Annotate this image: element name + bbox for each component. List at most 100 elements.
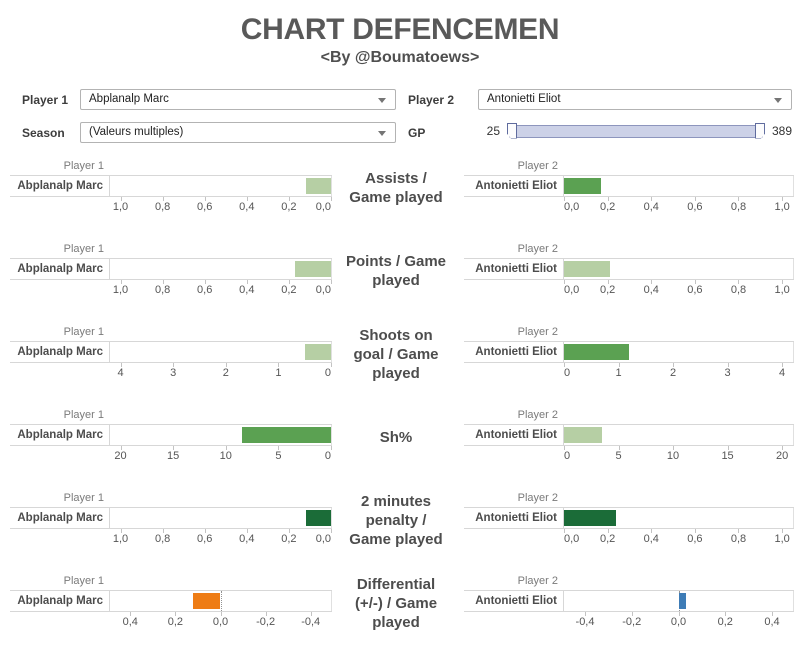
axis-tick-label: 0,0 xyxy=(670,616,687,628)
chart-column-header: Player 2 xyxy=(517,575,558,587)
chart-band: Antonietti Eliot xyxy=(464,258,794,280)
filters-panel: Player 1 Abplanalp Marc Player 2 Antonie… xyxy=(0,89,800,143)
chart-bar[interactable] xyxy=(564,427,603,443)
chart-bar[interactable] xyxy=(678,593,686,609)
axis-tick-label: -0,4 xyxy=(575,616,595,628)
gp-slider-handle-min[interactable] xyxy=(507,122,517,139)
chart-x-axis: 0 1 2 3 4 xyxy=(564,363,793,380)
axis-tick xyxy=(694,280,696,284)
axis-tick xyxy=(265,612,267,616)
axis-tick-label: 0,2 xyxy=(717,616,733,628)
axis-tick xyxy=(607,529,609,533)
metric-label-line: played xyxy=(372,272,420,289)
chart-plot-area xyxy=(564,342,794,362)
chart-row-label: Antonietti Eliot xyxy=(464,591,564,611)
chart-column-header: Player 2 xyxy=(517,492,558,504)
axis-tick xyxy=(175,612,177,616)
axis-tick-label: 0,8 xyxy=(730,284,747,296)
chart-bar[interactable] xyxy=(305,510,331,526)
axis-tick-label: 0,8 xyxy=(154,201,171,213)
axis-tick-label: -0,4 xyxy=(301,616,321,628)
chart-bar[interactable] xyxy=(564,344,630,360)
gp-slider-handle-max[interactable] xyxy=(754,122,765,139)
axis-tick xyxy=(607,280,609,284)
chart-column-header: Player 1 xyxy=(63,409,104,421)
axis-tick-label: 1 xyxy=(275,367,282,379)
chart-row-sh: Player 1 Abplanalp Marc 20 15 10 5 0 Sh% Player … xyxy=(0,409,800,492)
chart-points-game-played-player-1: Player 1 Abplanalp Marc 1,0 0,8 0,6 0,4 0,2 0,0 xyxy=(10,243,332,297)
chart-bar[interactable] xyxy=(564,510,617,526)
metric-label-assists-game-played: Assists / Game played xyxy=(332,160,460,216)
axis-tick-label: 0,0 xyxy=(564,201,580,213)
axis-tick-label: 1,0 xyxy=(774,533,790,545)
axis-tick-label: 4 xyxy=(779,367,786,379)
axis-tick xyxy=(130,612,132,616)
season-label: Season xyxy=(22,126,65,140)
axis-tick xyxy=(331,529,332,533)
axis-tick-label: 0,8 xyxy=(154,284,171,296)
axis-tick xyxy=(651,197,653,201)
chart-points-game-played-player-2: Player 2 Antonietti Eliot 0,0 0,2 0,4 0,6 0,8 1… xyxy=(464,243,794,297)
axis-tick-label: 0,6 xyxy=(197,533,213,545)
metric-label-line: penalty / xyxy=(365,511,427,529)
axis-tick xyxy=(120,363,122,367)
axis-tick-label: 0,4 xyxy=(764,616,780,628)
axis-tick-label: 0,4 xyxy=(239,201,255,213)
axis-tick-label: 1 xyxy=(615,367,622,379)
chart-bar[interactable] xyxy=(295,261,331,277)
chart-plot-area xyxy=(110,508,332,528)
axis-tick xyxy=(204,529,206,533)
chart-x-axis: -0,4 -0,2 0,0 0,2 0,4 xyxy=(564,612,793,629)
chart-x-axis: 1,0 0,8 0,6 0,4 0,2 0,0 xyxy=(110,197,332,214)
axis-tick-label: -0,2 xyxy=(622,616,642,628)
axis-tick xyxy=(246,197,248,201)
axis-tick xyxy=(738,280,740,284)
chart-x-axis: 0,0 0,2 0,4 0,6 0,8 1,0 xyxy=(564,280,793,297)
season-dropdown-value: (Valeurs multiples) xyxy=(89,126,184,138)
player2-dropdown-value: Antonietti Eliot xyxy=(487,93,561,105)
gp-slider-track[interactable] xyxy=(507,122,765,139)
axis-tick xyxy=(173,446,175,450)
chart-bar[interactable] xyxy=(564,261,610,277)
metric-label-line: Game played xyxy=(349,530,443,548)
metric-label-shoots-on-goal-game-played: Shoots on goal / Game played xyxy=(332,326,460,382)
chevron-down-icon xyxy=(378,98,386,103)
axis-tick xyxy=(331,280,332,284)
axis-tick xyxy=(225,363,227,367)
axis-tick-label: 0 xyxy=(564,450,571,462)
axis-tick-label: 1,0 xyxy=(774,201,790,213)
chart-band: Antonietti Eliot xyxy=(464,507,794,529)
axis-tick xyxy=(246,529,248,533)
axis-tick xyxy=(246,280,248,284)
axis-tick-label: 3 xyxy=(724,367,731,379)
chart-plot-area xyxy=(110,259,332,279)
axis-tick-label: 1,0 xyxy=(774,284,790,296)
axis-tick xyxy=(288,280,290,284)
chart-column-header: Player 2 xyxy=(517,409,558,421)
chart-row-label: Abplanalp Marc xyxy=(10,259,110,279)
player1-dropdown[interactable]: Abplanalp Marc xyxy=(80,89,396,110)
axis-tick xyxy=(564,529,565,533)
axis-tick-label: 3 xyxy=(170,367,177,379)
player2-dropdown[interactable]: Antonietti Eliot xyxy=(478,89,792,110)
axis-tick-label: 2 xyxy=(222,367,229,379)
chart-bar[interactable] xyxy=(241,427,331,443)
season-dropdown[interactable]: (Valeurs multiples) xyxy=(80,122,396,143)
axis-tick-label: 20 xyxy=(775,450,789,462)
chart-bar[interactable] xyxy=(304,344,331,360)
chart-bar[interactable] xyxy=(564,178,602,194)
chart-bar[interactable] xyxy=(193,593,221,609)
chart-bar[interactable] xyxy=(305,178,331,194)
chart-x-axis: 4 3 2 1 0 xyxy=(110,363,332,380)
chart-band: Antonietti Eliot xyxy=(464,341,794,363)
axis-tick-label: 20 xyxy=(114,450,127,462)
axis-tick-label: 0,8 xyxy=(730,533,747,545)
chart-plot-area xyxy=(564,259,794,279)
axis-tick-label: 0,4 xyxy=(643,533,659,545)
axis-tick-label: 1,0 xyxy=(112,284,129,296)
axis-tick-label: 0,0 xyxy=(315,201,331,213)
metric-label-line: goal / Game xyxy=(353,345,439,363)
player1-dropdown-value: Abplanalp Marc xyxy=(89,93,169,105)
chart-band: Antonietti Eliot xyxy=(464,175,794,197)
chart-band: Abplanalp Marc xyxy=(10,507,332,529)
